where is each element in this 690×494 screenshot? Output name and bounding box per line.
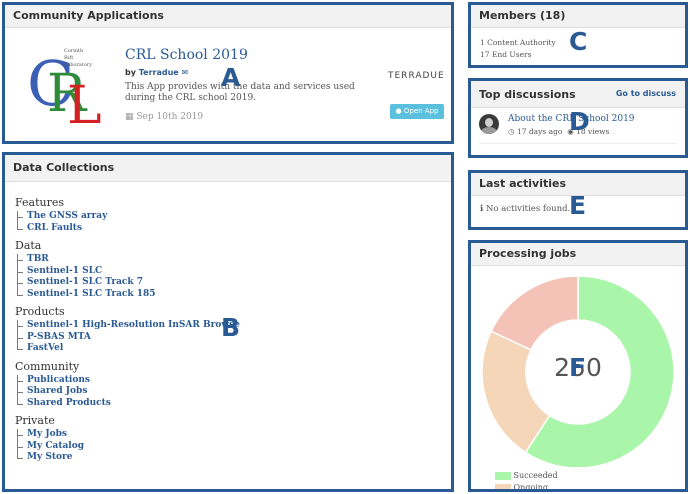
processing-jobs-panel: Processing jobs 250 F Succeeded Ongoing xyxy=(468,240,688,492)
top-discussions-title: Top discussions xyxy=(479,88,576,101)
marker-e: E xyxy=(569,191,587,220)
collection-link[interactable]: TBR xyxy=(17,254,451,266)
collection-link[interactable]: P-SBAS MTA xyxy=(17,331,451,344)
author-link[interactable]: Terradue xyxy=(138,68,179,77)
legend-swatch-succeeded xyxy=(495,472,511,480)
donut-slice-succeeded[interactable] xyxy=(524,275,675,467)
members-end-users: 17 End Users xyxy=(480,50,532,59)
discussion-age: 17 days ago xyxy=(516,127,563,136)
legend-succeeded: Succeeded xyxy=(495,470,558,482)
collection-list: Publications Shared Jobs Shared Products xyxy=(17,374,451,410)
go-to-discuss-link[interactable]: Go to discuss xyxy=(615,89,676,98)
clock-icon: ◷ xyxy=(508,127,515,136)
collection-section-title: Private xyxy=(15,414,55,427)
data-collections-panel: Data Collections Features The GNSS array C… xyxy=(2,152,454,492)
collection-section-title: Data xyxy=(15,239,42,252)
collections-body: Features The GNSS array CRL Faults Data TBR S… xyxy=(5,191,451,464)
marker-c: C xyxy=(569,27,588,56)
marker-f: F xyxy=(569,353,587,382)
collection-list: The GNSS array CRL Faults xyxy=(17,211,451,234)
open-app-button[interactable]: ● Open App xyxy=(390,104,444,119)
community-applications-panel: Community Applications C R L Corinth Rif… xyxy=(2,2,454,144)
donut-slice-failed[interactable] xyxy=(490,275,579,351)
discussion-topic-link[interactable]: About the CRL School 2019 xyxy=(508,114,635,124)
discussion-meta: ◷ 17 days ago ◉ 18 views xyxy=(508,127,609,136)
collection-link[interactable]: Shared Jobs xyxy=(17,386,451,398)
collection-list: Sentinel-1 High-Resolution InSAR Browse P… xyxy=(17,320,451,355)
crl-logo: C R L Corinth Rift Laboratory xyxy=(25,41,107,136)
members-panel: Members (18) 1 Content Authority 17 End … xyxy=(468,2,688,68)
app-description: This App provides with the data and serv… xyxy=(125,82,355,103)
collection-link[interactable]: Shared Products xyxy=(17,397,451,410)
app-date-text: Sep 10th 2019 xyxy=(136,112,204,122)
collection-link[interactable]: My Catalog xyxy=(17,440,451,453)
collection-link[interactable]: FastVel xyxy=(17,343,451,355)
app-title-link[interactable]: CRL School 2019 xyxy=(125,47,248,63)
envelope-icon[interactable]: ✉ xyxy=(181,68,189,77)
svg-text:L: L xyxy=(67,76,102,127)
activities-empty-text: No activities found. xyxy=(485,204,571,214)
app-author-line: by Terradue ✉ xyxy=(125,68,188,77)
last-activities-panel: Last activities ℹ No activities found. E xyxy=(468,170,688,230)
processing-jobs-donut xyxy=(481,275,675,467)
legend-label-ongoing: Ongoing xyxy=(513,483,549,492)
avatar-shoulders xyxy=(481,127,497,134)
collection-link[interactable]: Publications xyxy=(17,374,451,387)
members-content-authority: 1 Content Authority xyxy=(480,38,556,47)
collection-link[interactable]: CRL Faults xyxy=(17,222,451,235)
by-label: by xyxy=(125,68,136,77)
jobs-total: 250 xyxy=(554,353,602,382)
collection-link[interactable]: Sentinel-1 SLC Track 185 xyxy=(17,288,451,301)
avatar-face xyxy=(485,118,493,127)
collection-link[interactable]: Sentinel-1 SLC Track 7 xyxy=(17,277,451,289)
app-date: ▦ Sep 10th 2019 xyxy=(125,112,203,122)
marker-a: A xyxy=(221,63,241,92)
marker-b: B xyxy=(221,313,241,342)
community-applications-header: Community Applications xyxy=(5,5,451,28)
terradue-brand: TERRADUE xyxy=(388,71,445,81)
legend-ongoing: Ongoing xyxy=(495,482,558,492)
processing-jobs-header: Processing jobs xyxy=(471,243,685,266)
discussion-avatar xyxy=(479,114,499,134)
globe-icon: ● xyxy=(395,107,402,115)
jobs-legend: Succeeded Ongoing xyxy=(495,470,558,492)
discussion-views: 18 views xyxy=(576,127,610,136)
crl-logo-caption: Corinth Rift Laboratory xyxy=(64,48,93,68)
eye-icon: ◉ xyxy=(567,127,574,136)
collection-section-title: Products xyxy=(15,305,65,318)
legend-label-succeeded: Succeeded xyxy=(513,471,558,480)
collection-link[interactable]: Sentinel-1 SLC xyxy=(17,265,451,278)
marker-d: D xyxy=(569,107,590,136)
collection-list: My Jobs My Catalog My Store xyxy=(17,429,451,464)
collection-link[interactable]: My Jobs xyxy=(17,429,451,441)
calendar-icon: ▦ xyxy=(125,112,134,122)
info-icon: ℹ xyxy=(480,204,484,214)
collection-link[interactable]: My Store xyxy=(17,452,451,464)
top-discussions-panel: Top discussions Go to discuss About the … xyxy=(468,78,688,158)
top-discussions-header: Top discussions Go to discuss xyxy=(471,81,685,108)
last-activities-header: Last activities xyxy=(471,173,685,196)
data-collections-header: Data Collections xyxy=(5,155,451,182)
discussion-divider xyxy=(479,143,677,144)
activities-empty: ℹ No activities found. xyxy=(480,204,570,214)
open-app-label: Open App xyxy=(403,107,439,115)
collection-link[interactable]: The GNSS array xyxy=(17,211,451,223)
collection-section-title: Features xyxy=(15,196,65,209)
collection-section-title: Community xyxy=(15,359,80,373)
members-header: Members (18) xyxy=(471,5,685,28)
svg-text:C: C xyxy=(27,47,74,120)
svg-text:R: R xyxy=(47,64,88,124)
collection-link[interactable]: Sentinel-1 High-Resolution InSAR Browse xyxy=(17,320,451,332)
crl-logo-graphic: C R L xyxy=(27,47,102,136)
legend-swatch-ongoing xyxy=(495,484,511,489)
